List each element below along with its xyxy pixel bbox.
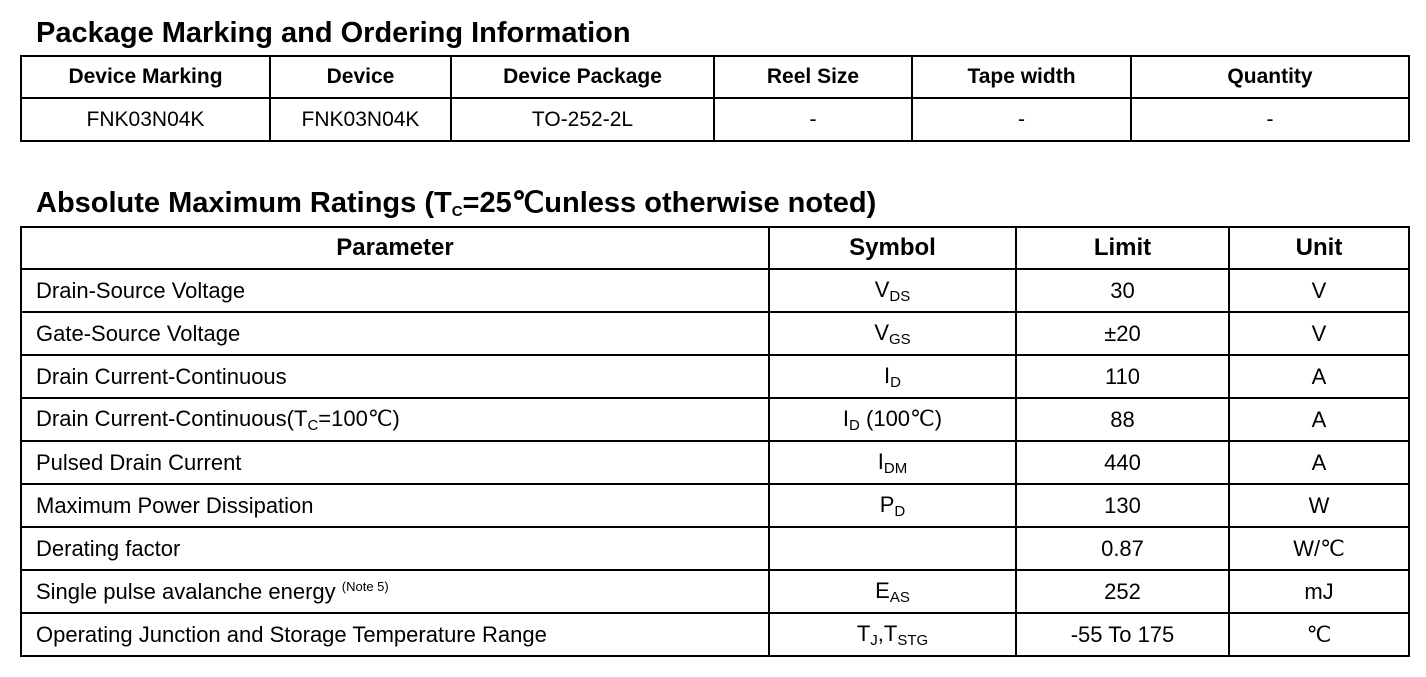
- parameter-cell: Gate-Source Voltage: [20, 311, 770, 356]
- unit-cell: A: [1228, 354, 1410, 399]
- table-row: Gate-Source Voltage VGS ±20 V: [20, 311, 1410, 356]
- ordering-header: Device Marking: [20, 55, 271, 99]
- limit-cell: 30: [1015, 268, 1230, 313]
- ratings-title: Absolute Maximum Ratings (TC=25℃unless o…: [36, 187, 877, 220]
- unit-cell: ℃: [1228, 612, 1410, 657]
- ordering-header: Reel Size: [713, 55, 913, 99]
- parameter-cell: Pulsed Drain Current: [20, 440, 770, 485]
- symbol-cell: IDM: [768, 440, 1017, 485]
- ordering-cell: TO-252-2L: [450, 97, 715, 142]
- table-row: Single pulse avalanche energy (Note 5) EA…: [20, 569, 1410, 614]
- unit-cell: A: [1228, 397, 1410, 442]
- table-row: Drain Current-Continuous ID 110 A: [20, 354, 1410, 399]
- table-row: Derating factor 0.87 W/℃: [20, 526, 1410, 571]
- unit-cell: W/℃: [1228, 526, 1410, 571]
- parameter-cell: Drain Current-Continuous: [20, 354, 770, 399]
- ordering-table: Device Marking Device Device Package Reel S…: [20, 55, 1410, 142]
- parameter-cell: Maximum Power Dissipation: [20, 483, 770, 528]
- limit-cell: 0.87: [1015, 526, 1230, 571]
- unit-cell: V: [1228, 268, 1410, 313]
- ordering-cell: -: [911, 97, 1132, 142]
- symbol-cell: TJ,TSTG: [768, 612, 1017, 657]
- ratings-header: Limit: [1015, 226, 1230, 270]
- limit-cell: 252: [1015, 569, 1230, 614]
- table-row: Pulsed Drain Current IDM 440 A: [20, 440, 1410, 485]
- ratings-table: Parameter Symbol Limit Unit Drain-Source Vo…: [20, 226, 1410, 657]
- ratings-header: Unit: [1228, 226, 1410, 270]
- symbol-cell: ID (100℃): [768, 397, 1017, 442]
- limit-cell: 110: [1015, 354, 1230, 399]
- limit-cell: 88: [1015, 397, 1230, 442]
- limit-cell: 130: [1015, 483, 1230, 528]
- ordering-cell: -: [1130, 97, 1410, 142]
- table-row: Drain-Source Voltage VDS 30 V: [20, 268, 1410, 313]
- ratings-header: Symbol: [768, 226, 1017, 270]
- limit-cell: 440: [1015, 440, 1230, 485]
- ratings-header: Parameter: [20, 226, 770, 270]
- ordering-header: Device: [269, 55, 452, 99]
- ordering-header: Quantity: [1130, 55, 1410, 99]
- table-row: Maximum Power Dissipation PD 130 W: [20, 483, 1410, 528]
- ordering-header: Tape width: [911, 55, 1132, 99]
- ordering-cell: FNK03N04K: [20, 97, 271, 142]
- table-row: Operating Junction and Storage Temperatu…: [20, 612, 1410, 657]
- unit-cell: A: [1228, 440, 1410, 485]
- limit-cell: ±20: [1015, 311, 1230, 356]
- table-row: Drain Current-Continuous(TC=100℃) ID (100…: [20, 397, 1410, 442]
- ordering-cell: -: [713, 97, 913, 142]
- note-ref: (Note 5): [341, 578, 389, 594]
- parameter-cell: Single pulse avalanche energy (Note 5): [20, 569, 770, 614]
- symbol-cell: PD: [768, 483, 1017, 528]
- ordering-header: Device Package: [450, 55, 715, 99]
- symbol-cell: VGS: [768, 311, 1017, 356]
- parameter-cell: Operating Junction and Storage Temperatu…: [20, 612, 770, 657]
- unit-cell: W: [1228, 483, 1410, 528]
- parameter-cell: Drain-Source Voltage: [20, 268, 770, 313]
- parameter-cell: Derating factor: [20, 526, 770, 571]
- parameter-cell: Drain Current-Continuous(TC=100℃): [20, 397, 770, 442]
- limit-cell: -55 To 175: [1015, 612, 1230, 657]
- symbol-cell: EAS: [768, 569, 1017, 614]
- unit-cell: mJ: [1228, 569, 1410, 614]
- symbol-cell: [768, 526, 1017, 571]
- symbol-cell: ID: [768, 354, 1017, 399]
- ordering-cell: FNK03N04K: [269, 97, 452, 142]
- unit-cell: V: [1228, 311, 1410, 356]
- symbol-cell: VDS: [768, 268, 1017, 313]
- ordering-title: Package Marking and Ordering Information: [36, 17, 631, 49]
